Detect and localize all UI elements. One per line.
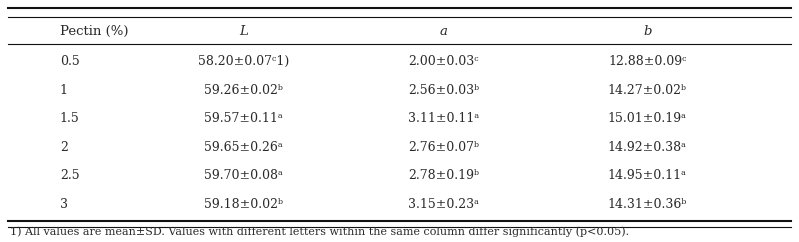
Text: 1: 1 bbox=[60, 84, 68, 97]
Text: L: L bbox=[240, 25, 248, 38]
Text: 2.78±0.19ᵇ: 2.78±0.19ᵇ bbox=[408, 169, 479, 182]
Text: 14.31±0.36ᵇ: 14.31±0.36ᵇ bbox=[607, 198, 687, 211]
Text: 12.88±0.09ᶜ: 12.88±0.09ᶜ bbox=[608, 55, 686, 68]
Text: b: b bbox=[643, 25, 651, 38]
Text: 59.65±0.26ᵃ: 59.65±0.26ᵃ bbox=[205, 141, 283, 154]
Text: 3.15±0.23ᵃ: 3.15±0.23ᵃ bbox=[408, 198, 479, 211]
Text: 2.00±0.03ᶜ: 2.00±0.03ᶜ bbox=[408, 55, 479, 68]
Text: Pectin (%): Pectin (%) bbox=[60, 25, 129, 38]
Text: 3: 3 bbox=[60, 198, 68, 211]
Text: 59.26±0.02ᵇ: 59.26±0.02ᵇ bbox=[205, 84, 283, 97]
Text: 58.20±0.07ᶜ1): 58.20±0.07ᶜ1) bbox=[198, 55, 289, 68]
Text: 59.57±0.11ᵃ: 59.57±0.11ᵃ bbox=[205, 112, 283, 125]
Text: 3.11±0.11ᵃ: 3.11±0.11ᵃ bbox=[407, 112, 479, 125]
Text: a: a bbox=[439, 25, 447, 38]
Text: 59.70±0.08ᵃ: 59.70±0.08ᵃ bbox=[205, 169, 283, 182]
Text: 1.5: 1.5 bbox=[60, 112, 80, 125]
Text: 14.27±0.02ᵇ: 14.27±0.02ᵇ bbox=[608, 84, 686, 97]
Text: 2.5: 2.5 bbox=[60, 169, 80, 182]
Text: 59.18±0.02ᵇ: 59.18±0.02ᵇ bbox=[205, 198, 283, 211]
Text: 1) All values are mean±SD. Values with different letters within the same column : 1) All values are mean±SD. Values with d… bbox=[10, 226, 629, 237]
Text: 0.5: 0.5 bbox=[60, 55, 80, 68]
Text: 2: 2 bbox=[60, 141, 68, 154]
Text: 15.01±0.19ᵃ: 15.01±0.19ᵃ bbox=[608, 112, 686, 125]
Text: 2.56±0.03ᵇ: 2.56±0.03ᵇ bbox=[407, 84, 479, 97]
Text: 2.76±0.07ᵇ: 2.76±0.07ᵇ bbox=[408, 141, 479, 154]
Text: 14.92±0.38ᵃ: 14.92±0.38ᵃ bbox=[608, 141, 686, 154]
Text: 14.95±0.11ᵃ: 14.95±0.11ᵃ bbox=[608, 169, 686, 182]
